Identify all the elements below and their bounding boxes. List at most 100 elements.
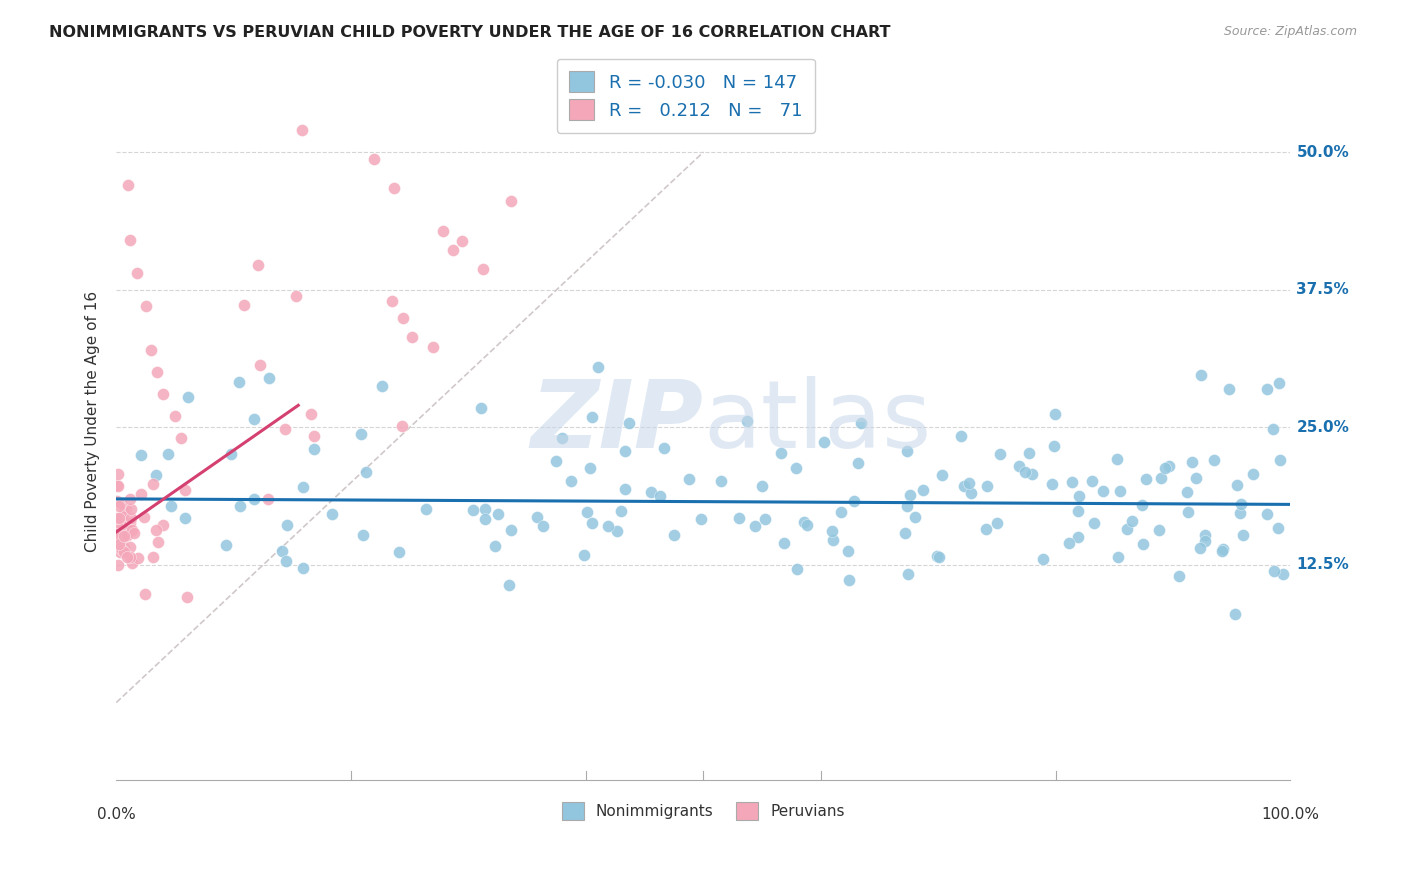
Point bbox=[499, 194, 522, 208]
Point bbox=[111, 509, 134, 524]
Point bbox=[498, 578, 520, 592]
Point bbox=[1147, 523, 1170, 537]
Point bbox=[174, 510, 197, 524]
Point bbox=[1256, 507, 1278, 521]
Point bbox=[831, 505, 853, 519]
Point bbox=[837, 543, 859, 558]
Point bbox=[1194, 528, 1216, 542]
Point bbox=[838, 574, 860, 588]
Point bbox=[484, 539, 506, 553]
Point bbox=[896, 499, 918, 513]
Point bbox=[215, 538, 238, 552]
Point bbox=[118, 491, 141, 506]
Point bbox=[617, 416, 640, 430]
Point bbox=[170, 431, 193, 445]
Point bbox=[1121, 514, 1143, 528]
Point bbox=[1177, 505, 1199, 519]
Point bbox=[450, 234, 472, 248]
Point bbox=[291, 480, 314, 494]
Point bbox=[897, 567, 920, 582]
Point bbox=[152, 387, 174, 401]
Point bbox=[304, 429, 326, 443]
Point bbox=[1014, 465, 1036, 479]
Point bbox=[107, 478, 129, 492]
Point bbox=[1107, 549, 1129, 564]
Point bbox=[1218, 382, 1240, 396]
Point bbox=[107, 527, 129, 541]
Point bbox=[1021, 467, 1043, 481]
Point bbox=[118, 516, 141, 530]
Point bbox=[107, 494, 129, 508]
Point bbox=[120, 540, 142, 554]
Text: 12.5%: 12.5% bbox=[1296, 558, 1350, 573]
Text: 0.0%: 0.0% bbox=[97, 807, 135, 822]
Point bbox=[1267, 520, 1289, 534]
Point bbox=[1189, 368, 1212, 382]
Point bbox=[142, 477, 165, 491]
Point bbox=[111, 542, 134, 557]
Point bbox=[108, 536, 131, 550]
Point bbox=[614, 482, 637, 496]
Point bbox=[176, 590, 198, 604]
Point bbox=[785, 461, 807, 475]
Point bbox=[422, 339, 444, 353]
Point bbox=[606, 524, 628, 538]
Point bbox=[108, 541, 131, 556]
Point bbox=[1256, 382, 1278, 396]
Point bbox=[110, 534, 132, 549]
Point bbox=[988, 447, 1011, 461]
Point bbox=[1188, 541, 1211, 555]
Point bbox=[773, 535, 796, 549]
Point bbox=[127, 550, 149, 565]
Point bbox=[219, 447, 242, 461]
Point bbox=[461, 503, 484, 517]
Text: atlas: atlas bbox=[703, 376, 932, 467]
Point bbox=[122, 526, 145, 541]
Point bbox=[1267, 376, 1289, 391]
Point bbox=[350, 427, 373, 442]
Point bbox=[256, 492, 278, 507]
Point bbox=[110, 496, 132, 510]
Point bbox=[291, 123, 314, 137]
Point bbox=[974, 522, 997, 536]
Point bbox=[1105, 452, 1128, 467]
Point bbox=[146, 535, 169, 549]
Point bbox=[499, 523, 522, 537]
Point bbox=[526, 509, 548, 524]
Point bbox=[285, 288, 308, 302]
Point bbox=[1212, 541, 1234, 556]
Point bbox=[546, 454, 568, 468]
Point bbox=[107, 467, 129, 482]
Point bbox=[1032, 551, 1054, 566]
Point bbox=[270, 543, 292, 558]
Point bbox=[243, 492, 266, 507]
Point bbox=[1057, 535, 1080, 549]
Point bbox=[115, 528, 138, 542]
Point bbox=[849, 416, 872, 430]
Point bbox=[1241, 467, 1264, 481]
Point bbox=[793, 515, 815, 529]
Point bbox=[115, 501, 138, 516]
Point bbox=[614, 444, 637, 458]
Point bbox=[650, 489, 672, 503]
Point bbox=[145, 523, 167, 537]
Point bbox=[662, 528, 685, 542]
Point bbox=[117, 178, 139, 193]
Point bbox=[931, 468, 953, 483]
Point bbox=[1229, 497, 1251, 511]
Point bbox=[1130, 499, 1153, 513]
Text: ZIP: ZIP bbox=[530, 376, 703, 467]
Point bbox=[1067, 530, 1090, 544]
Point bbox=[120, 511, 142, 525]
Text: NONIMMIGRANTS VS PERUVIAN CHILD POVERTY UNDER THE AGE OF 16 CORRELATION CHART: NONIMMIGRANTS VS PERUVIAN CHILD POVERTY … bbox=[49, 25, 891, 40]
Point bbox=[415, 502, 437, 516]
Legend: Nonimmigrants, Peruvians: Nonimmigrants, Peruvians bbox=[557, 796, 851, 826]
Point bbox=[111, 518, 134, 533]
Y-axis label: Child Poverty Under the Age of 16: Child Poverty Under the Age of 16 bbox=[86, 292, 100, 552]
Point bbox=[754, 512, 776, 526]
Point bbox=[1167, 569, 1189, 583]
Point bbox=[586, 359, 609, 374]
Point bbox=[1175, 485, 1198, 500]
Point bbox=[531, 519, 554, 533]
Point bbox=[960, 485, 983, 500]
